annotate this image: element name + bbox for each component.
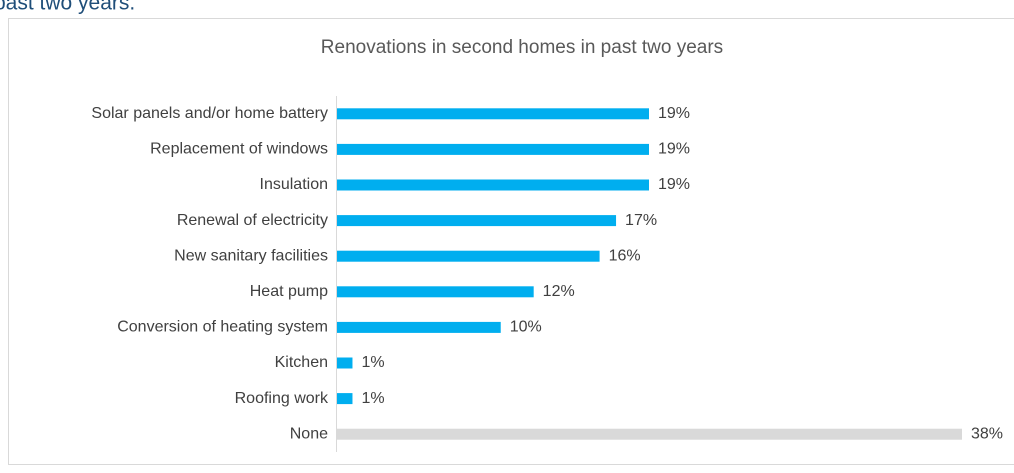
category-label: Solar panels and/or home battery xyxy=(91,105,328,122)
value-label: 17% xyxy=(625,212,657,229)
category-label: Insulation xyxy=(260,176,329,193)
category-label: Conversion of heating system xyxy=(117,319,328,336)
value-label: 1% xyxy=(361,390,384,407)
category-label: Replacement of windows xyxy=(150,141,328,158)
value-label: 38% xyxy=(971,425,1003,442)
bar xyxy=(337,357,353,369)
value-label: 19% xyxy=(658,141,690,158)
category-label: Renewal of electricity xyxy=(177,212,328,229)
bar xyxy=(337,250,600,262)
value-label: 10% xyxy=(510,319,542,336)
value-label: 19% xyxy=(658,176,690,193)
bar xyxy=(337,428,962,440)
value-label: 1% xyxy=(361,354,384,371)
bar xyxy=(337,393,353,405)
chart-title: Renovations in second homes in past two … xyxy=(321,37,723,58)
bar xyxy=(337,143,649,155)
category-label: Roofing work xyxy=(235,390,329,407)
heading: past two years. xyxy=(0,0,135,15)
category-label: New sanitary facilities xyxy=(174,247,328,264)
category-label: Heat pump xyxy=(250,283,328,300)
bar xyxy=(337,286,534,298)
chart-frame xyxy=(8,18,1014,465)
value-label: 16% xyxy=(609,247,641,264)
bar xyxy=(337,321,501,333)
value-label: 12% xyxy=(543,283,575,300)
category-label: None xyxy=(290,425,328,442)
bar xyxy=(337,108,649,120)
category-label: Kitchen xyxy=(275,354,328,371)
value-label: 19% xyxy=(658,105,690,122)
bar xyxy=(337,179,649,191)
bar xyxy=(337,215,617,227)
